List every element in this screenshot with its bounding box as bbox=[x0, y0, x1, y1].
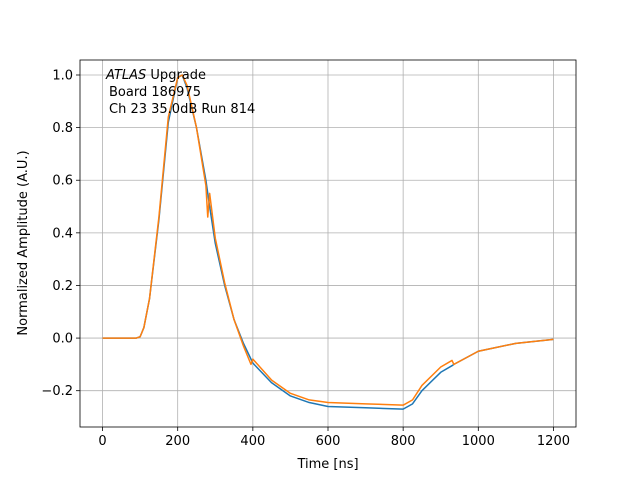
x-tick-label: 200 bbox=[165, 434, 190, 449]
x-tick-label: 600 bbox=[316, 434, 341, 449]
y-tick-label: 0.2 bbox=[52, 279, 73, 294]
x-tick-label: 1000 bbox=[462, 434, 495, 449]
x-tick-label: 400 bbox=[240, 434, 265, 449]
annotation-line: Ch 23 35.0dB Run 814 bbox=[109, 102, 255, 117]
series-line bbox=[102, 74, 554, 406]
annotation: ATLAS Upgrade Board 186975 Ch 23 35.0dB … bbox=[105, 68, 255, 117]
y-axis-label: Normalized Amplitude (A.U.) bbox=[16, 150, 31, 335]
x-tick-label: 800 bbox=[391, 434, 416, 449]
lines bbox=[102, 74, 554, 410]
annotation-line: Board 186975 bbox=[109, 85, 201, 100]
y-tick-label: −0.2 bbox=[41, 384, 73, 399]
y-tick-label: 0.4 bbox=[52, 226, 73, 241]
annotation-emphasis: ATLAS bbox=[105, 68, 146, 83]
y-tick-label: 0.0 bbox=[52, 332, 73, 347]
x-tick-label: 1200 bbox=[537, 434, 570, 449]
x-axis-label: Time [ns] bbox=[296, 457, 358, 472]
y-tick-label: 0.6 bbox=[52, 174, 73, 189]
x-tick-label: 0 bbox=[98, 434, 106, 449]
y-tick-label: 0.8 bbox=[52, 121, 73, 136]
annotation-line: Upgrade bbox=[150, 68, 206, 83]
y-tick-label: 1.0 bbox=[52, 68, 73, 83]
